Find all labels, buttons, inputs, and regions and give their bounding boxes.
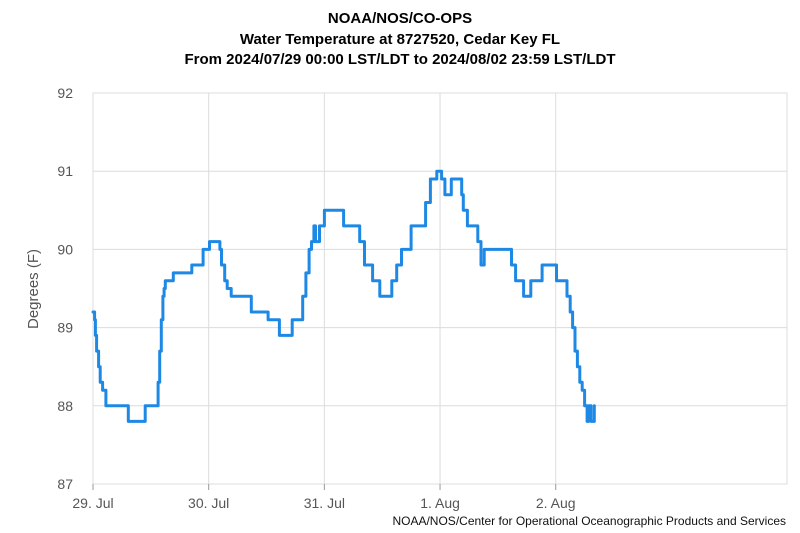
x-tick-label: 31. Jul [304, 495, 345, 511]
y-axis-label: Degrees (F) [25, 249, 42, 329]
x-tick-label: 29. Jul [72, 495, 113, 511]
series-line-water-temperature [91, 169, 596, 423]
source-credit: NOAA/NOS/Center for Operational Oceanogr… [392, 514, 786, 528]
y-tick-label: 89 [57, 320, 73, 336]
y-tick-label: 88 [57, 398, 73, 414]
y-tick-label: 92 [57, 85, 73, 101]
x-tick-label: 2. Aug [536, 495, 576, 511]
chart-title-line-2: Water Temperature at 8727520, Cedar Key … [239, 31, 561, 48]
x-tick-label: 1. Aug [420, 495, 460, 511]
y-tick-label: 90 [57, 241, 73, 257]
chart-title-line-3: From 2024/07/29 00:00 LST/LDT to 2024/08… [184, 51, 616, 68]
chart-title-line-1: NOAA/NOS/CO-OPS [327, 10, 473, 27]
y-tick-label: 91 [57, 163, 73, 179]
y-tick-label: 87 [57, 476, 73, 492]
x-tick-label: 30. Jul [188, 495, 229, 511]
